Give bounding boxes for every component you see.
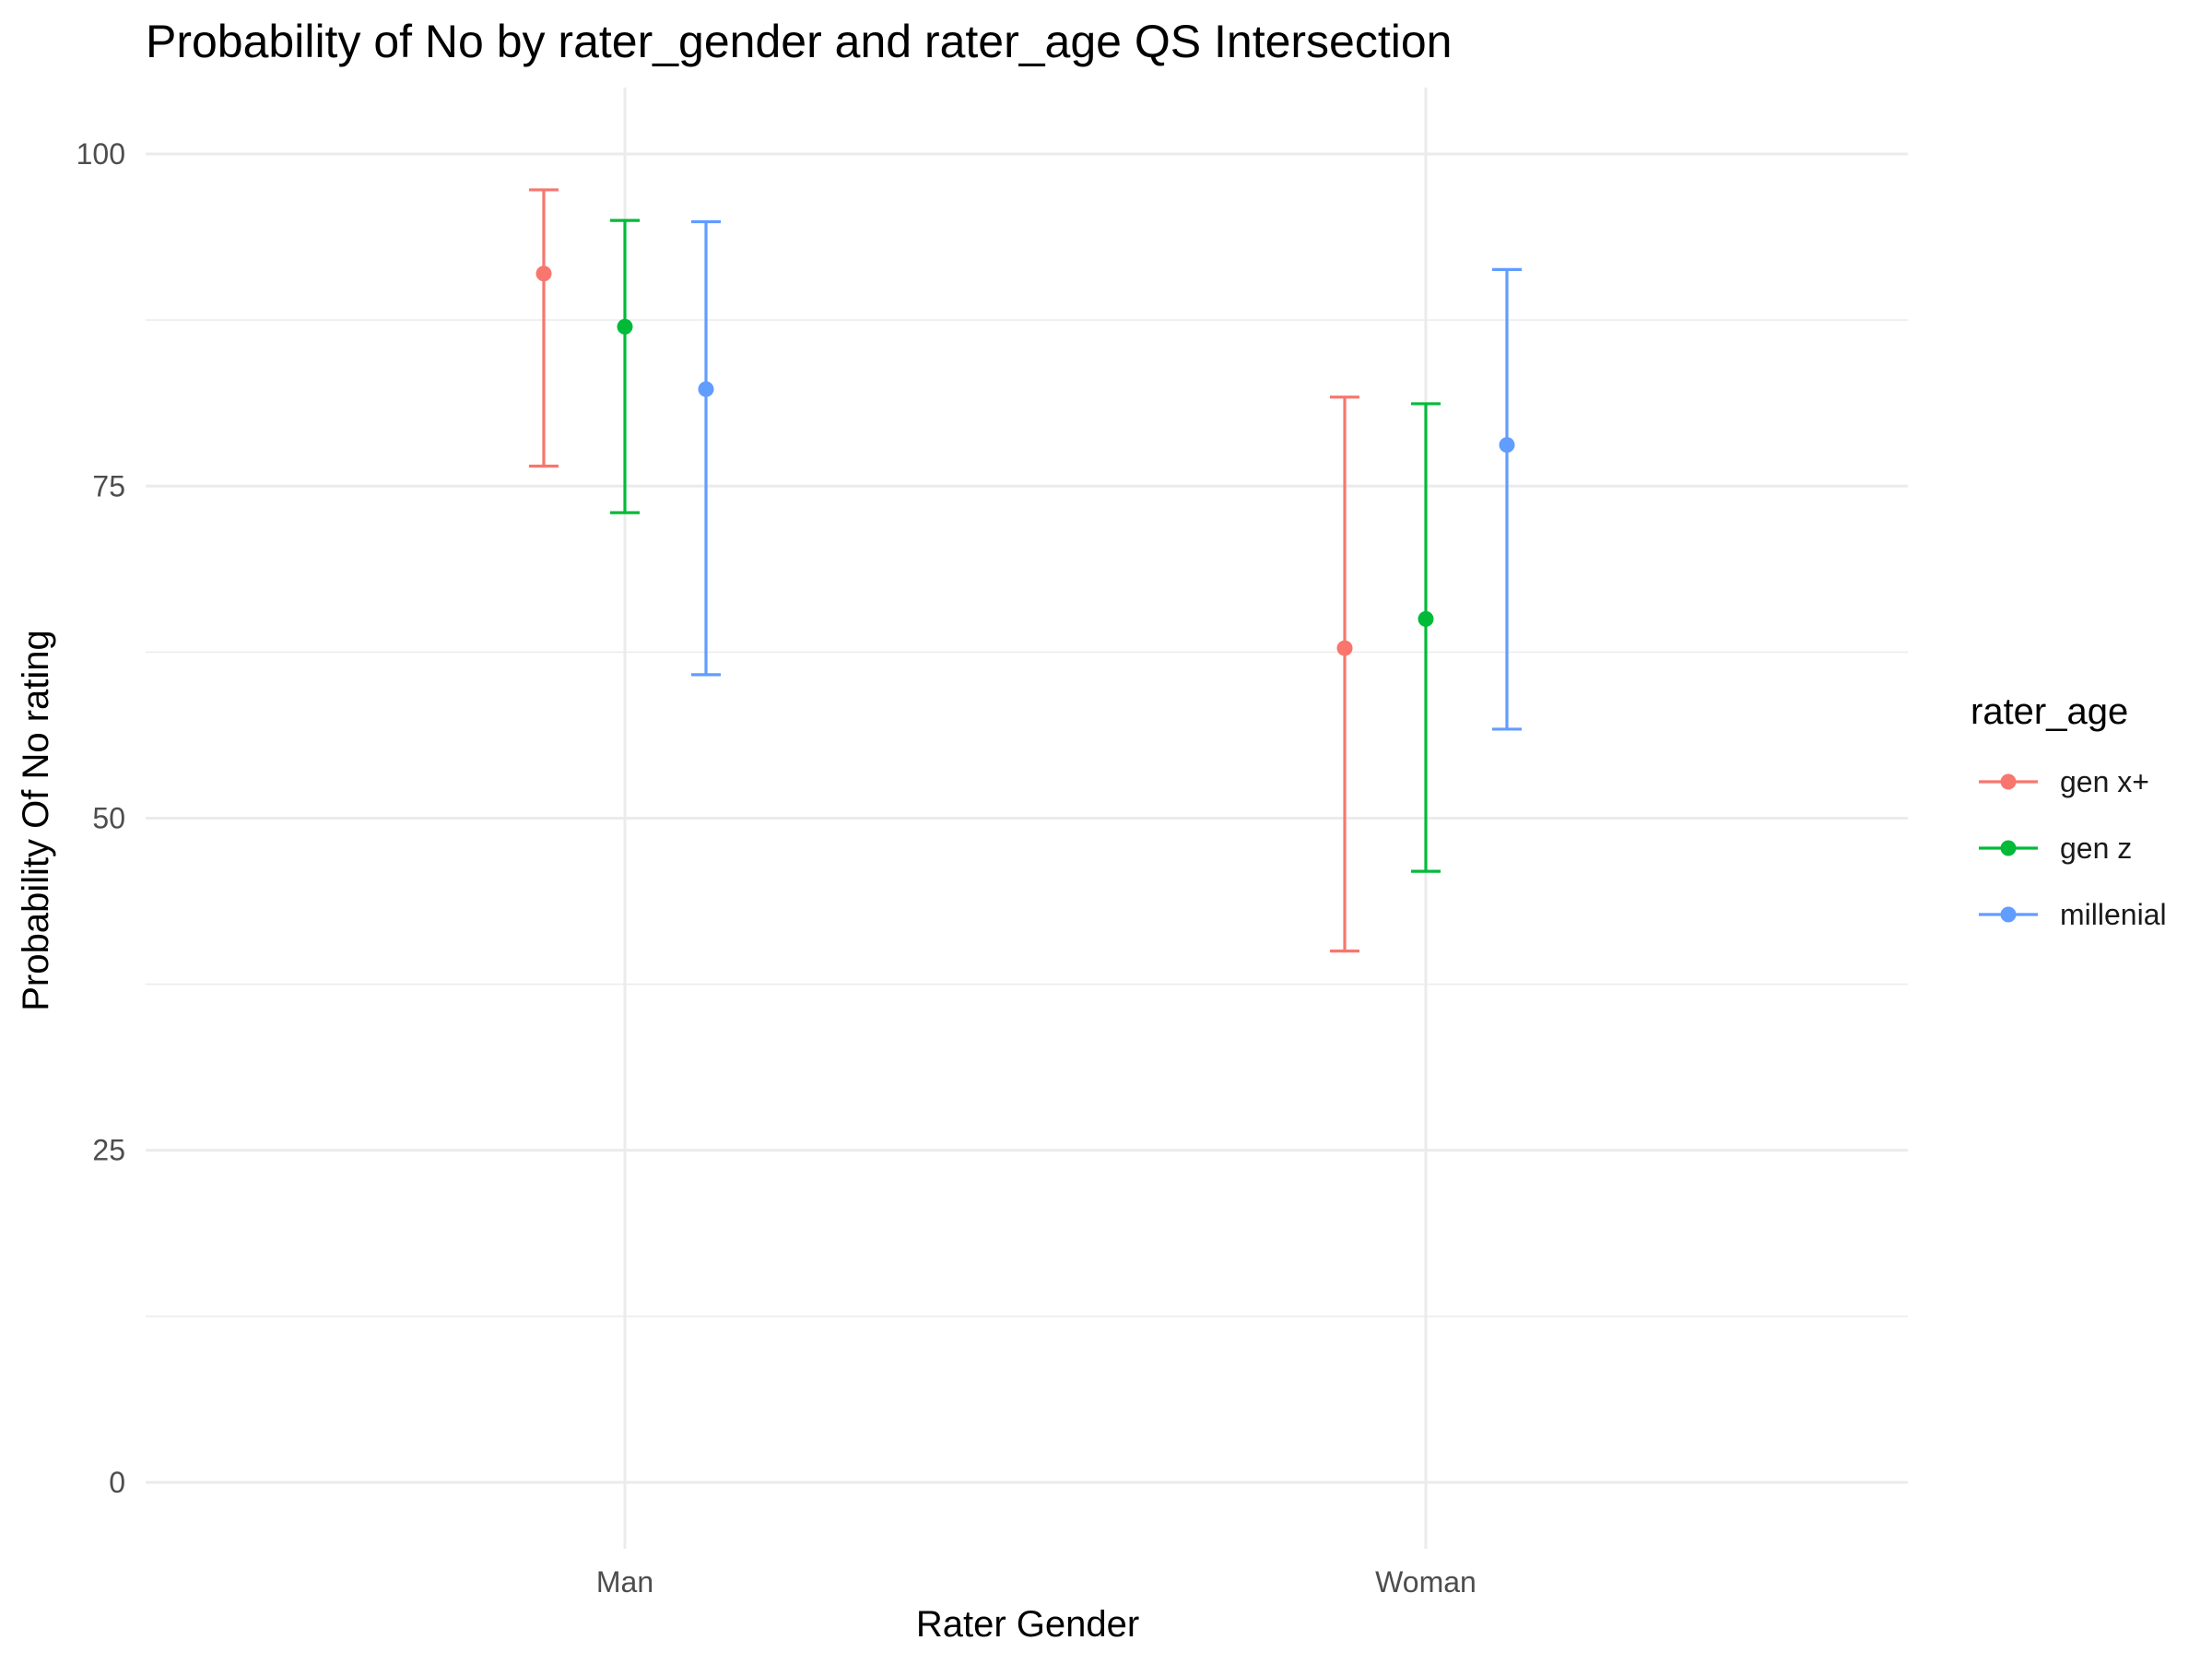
x-axis-title: Rater Gender [916,1604,1139,1645]
x-tick-label: Man [596,1565,653,1599]
y-tick-label: 75 [92,469,125,502]
legend-key-point [2000,906,2017,923]
marks-layer [529,188,1522,953]
data-point [698,381,714,397]
data-point [535,266,552,282]
legend-label: millenial [2060,898,2167,931]
axis-labels-layer: 0 25 50 75 100 Man Woman [76,137,1477,1599]
chart-title: Probability of No by rater_gender and ra… [146,16,1452,67]
grid-layer [146,88,1908,1549]
y-tick-label: 100 [76,137,125,171]
legend: rater_age gen x+ gen z millenial [1971,691,2167,931]
legend-key-point [2000,773,2017,790]
data-point [1336,640,1353,656]
y-tick-label: 0 [109,1466,125,1499]
legend-key-point [2000,840,2017,856]
y-tick-label: 25 [92,1134,125,1167]
legend-title: rater_age [1971,691,2128,732]
data-point [617,318,633,335]
legend-label: gen z [2060,832,2132,865]
y-axis-title: Probability Of No rating [16,630,56,1011]
data-point [1499,437,1515,454]
data-point [1418,610,1434,627]
y-tick-label: 50 [92,802,125,835]
x-tick-label: Woman [1375,1565,1477,1599]
legend-label: gen x+ [2060,765,2149,798]
